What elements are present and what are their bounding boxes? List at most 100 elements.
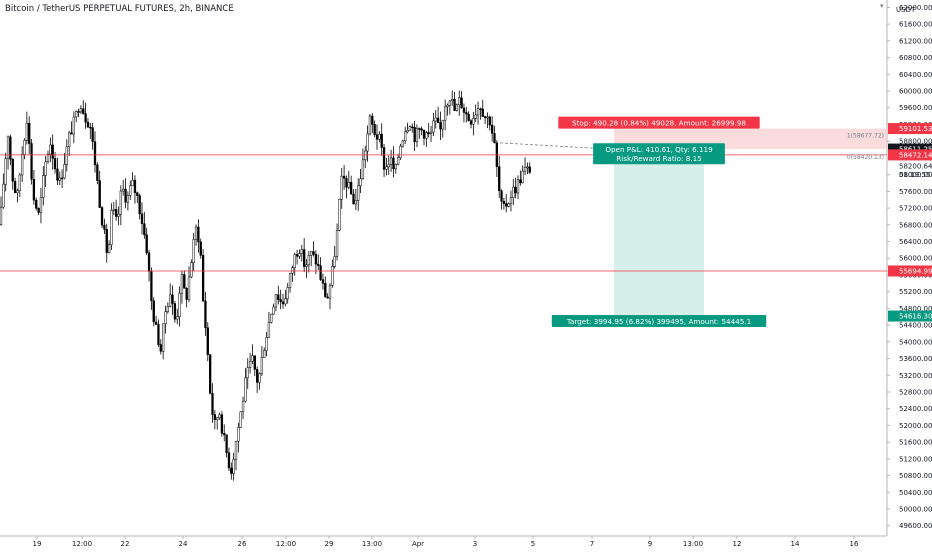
candle-body: [173, 303, 177, 320]
candle-body: [39, 197, 43, 213]
price-tick-label: 51600.00: [899, 439, 932, 447]
candle-body: [110, 210, 113, 245]
candle-body: [117, 213, 120, 217]
candle-body: [406, 129, 409, 133]
price-tick-label: 60400.00: [899, 71, 932, 79]
candle-body: [460, 97, 463, 109]
candle-body: [25, 122, 29, 141]
pnl-badge-bg: [593, 143, 725, 165]
candle-body: [49, 144, 52, 155]
candles: [0, 90, 531, 481]
candle-body: [441, 119, 444, 130]
candle-body: [270, 313, 273, 323]
target-badge-text: Target: 3994.95 (6.82%) 399495, Amount: …: [566, 317, 751, 326]
candle-body: [279, 299, 282, 303]
candle-body: [432, 120, 435, 133]
candle-body: [481, 108, 484, 117]
candle-body: [385, 166, 388, 170]
candle-body: [420, 128, 423, 131]
candle-body: [507, 203, 510, 207]
candle-body: [491, 124, 494, 134]
candle-body: [272, 306, 275, 315]
price-tick-label: 62000.00: [899, 4, 932, 12]
candle-body: [413, 127, 416, 143]
candle-body: [444, 106, 447, 121]
price-tick-label: 50000.00: [899, 506, 932, 514]
candle-body: [6, 136, 10, 159]
time-tick-label: 16: [850, 540, 859, 548]
stop-badge-text: Stop: 490.28 (0.84%) 49028, Amount: 2699…: [572, 119, 746, 128]
candle-body: [248, 361, 252, 368]
price-marker: 54616.30: [888, 310, 932, 322]
candle-body: [58, 177, 61, 181]
candle-body: [124, 188, 127, 203]
line-marker-bg: [888, 265, 932, 277]
candle-body: [392, 157, 395, 170]
candle-body: [65, 146, 68, 165]
time-tick-label: 12: [733, 540, 742, 548]
candle-body: [425, 132, 428, 139]
candle-body: [53, 158, 57, 170]
candle-body: [434, 117, 437, 122]
candle-body: [340, 175, 343, 200]
candle-body: [218, 414, 221, 418]
stop-badge-bg: [558, 116, 760, 129]
candle-body: [373, 124, 376, 135]
candle-body: [493, 133, 496, 144]
candle-body: [335, 230, 339, 257]
line-marker: 58472.14: [888, 149, 932, 161]
candle-body: [401, 140, 405, 147]
candle-body: [241, 400, 245, 413]
candle-body: [138, 195, 141, 215]
candle-body: [516, 179, 520, 194]
time-tick-label: 19: [33, 540, 42, 548]
candle-body: [399, 145, 402, 158]
candle-body: [512, 186, 515, 198]
candle-body: [77, 111, 80, 113]
candle-body: [131, 179, 134, 187]
candle-body: [342, 175, 346, 179]
price-tick-label: 56000.00: [899, 255, 932, 263]
line-marker: 55694.99: [888, 265, 932, 277]
price-marker-bg: [888, 123, 932, 135]
candle-body: [300, 249, 303, 254]
candle-body: [105, 229, 108, 253]
candle-body: [227, 452, 231, 469]
time-tick-label: 7: [590, 540, 594, 548]
candle-body: [284, 298, 287, 305]
candle-body: [30, 143, 33, 180]
candle-body: [223, 433, 226, 435]
candle-body: [246, 367, 249, 379]
candle-body: [357, 185, 360, 201]
candle-body: [70, 132, 73, 135]
candle-body: [479, 108, 482, 110]
candle-body: [28, 122, 31, 144]
position-label-bottom: 0(58420.13): [847, 154, 884, 161]
candle-body: [368, 115, 372, 135]
candle-body: [347, 182, 350, 188]
candle-body: [361, 159, 365, 180]
candle-body: [483, 116, 487, 119]
candle-body: [169, 294, 172, 307]
candle-body: [75, 111, 78, 118]
pnl-badge-text: Open P&L: 410.61, Qty: 6.119: [605, 145, 713, 154]
price-tick-label: 56400.00: [899, 238, 932, 246]
price-tick-label: 52800.00: [899, 388, 932, 396]
candle-body: [319, 265, 322, 280]
last-price-label: 58200.64: [899, 163, 932, 171]
candle-body: [446, 105, 449, 108]
candle-body: [32, 179, 36, 201]
candle-body: [263, 350, 266, 358]
price-tick-label: 61200.00: [899, 37, 932, 45]
entry-connector: [499, 142, 611, 150]
candle-body: [528, 166, 531, 173]
candle-body: [140, 213, 144, 224]
candle-body: [4, 158, 7, 185]
candle-body: [324, 283, 327, 298]
candle-body: [119, 190, 122, 215]
chart-title: Bitcoin / TetherUS PERPETUAL FUTURES, 2h…: [5, 4, 234, 14]
candle-body: [474, 114, 477, 119]
candle-body: [312, 251, 315, 255]
